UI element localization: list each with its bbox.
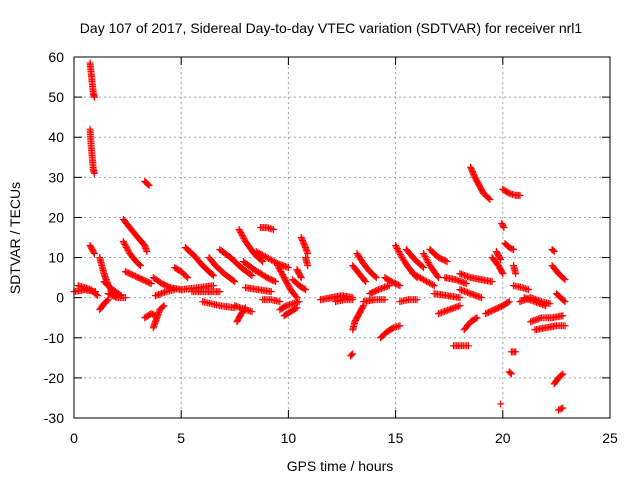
y-tick-label: 50 xyxy=(48,89,64,105)
plot-frame xyxy=(74,57,610,418)
data-point xyxy=(550,247,557,254)
x-axis-label: GPS time / hours xyxy=(287,458,394,474)
data-point xyxy=(489,278,496,285)
data-point xyxy=(304,262,311,269)
data-point xyxy=(525,286,532,293)
chart: 0 5 10 15 20 25 -30 -20 -10 0 10 20 30 40 50 60 Day 107… xyxy=(0,0,640,480)
y-tick-label: 60 xyxy=(48,49,64,65)
data-point xyxy=(559,312,566,319)
data-point xyxy=(463,280,470,287)
y-tick-label: 20 xyxy=(48,209,64,225)
data-point xyxy=(216,288,223,295)
x-tick-label: 15 xyxy=(388,430,404,446)
data-point xyxy=(478,294,485,301)
y-tick-label: 40 xyxy=(48,129,64,145)
data-point xyxy=(512,270,519,277)
data-point xyxy=(268,288,275,295)
x-tick-label: 20 xyxy=(495,430,511,446)
data-points xyxy=(71,60,569,414)
data-point xyxy=(507,369,514,376)
data-point xyxy=(270,226,277,233)
y-tick-label: -30 xyxy=(44,410,64,426)
data-point xyxy=(497,400,504,407)
data-point xyxy=(456,294,463,301)
x-tick-label: 25 xyxy=(602,430,618,446)
data-point xyxy=(285,264,292,271)
data-point xyxy=(248,308,255,315)
x-tick-label: 5 xyxy=(177,430,185,446)
y-tick-label: 30 xyxy=(48,169,64,185)
data-point xyxy=(276,298,283,305)
y-axis-label: SDTVAR / TECUs xyxy=(7,182,23,294)
y-tick-label: 10 xyxy=(48,250,64,266)
data-point xyxy=(396,322,403,329)
axis-ticks xyxy=(74,57,610,418)
data-point xyxy=(465,342,472,349)
y-tick-label: -10 xyxy=(44,330,64,346)
data-point xyxy=(381,296,388,303)
x-tick-label: 10 xyxy=(281,430,297,446)
data-point xyxy=(348,351,355,358)
data-point xyxy=(210,282,217,289)
x-tick-label: 0 xyxy=(70,430,78,446)
data-point xyxy=(456,302,463,309)
chart-title: Day 107 of 2017, Sidereal Day-to-day VTE… xyxy=(80,20,583,36)
y-tick-label: -20 xyxy=(44,370,64,386)
data-point xyxy=(561,322,568,329)
grid-lines xyxy=(74,57,610,418)
y-tick-label: 0 xyxy=(56,290,64,306)
